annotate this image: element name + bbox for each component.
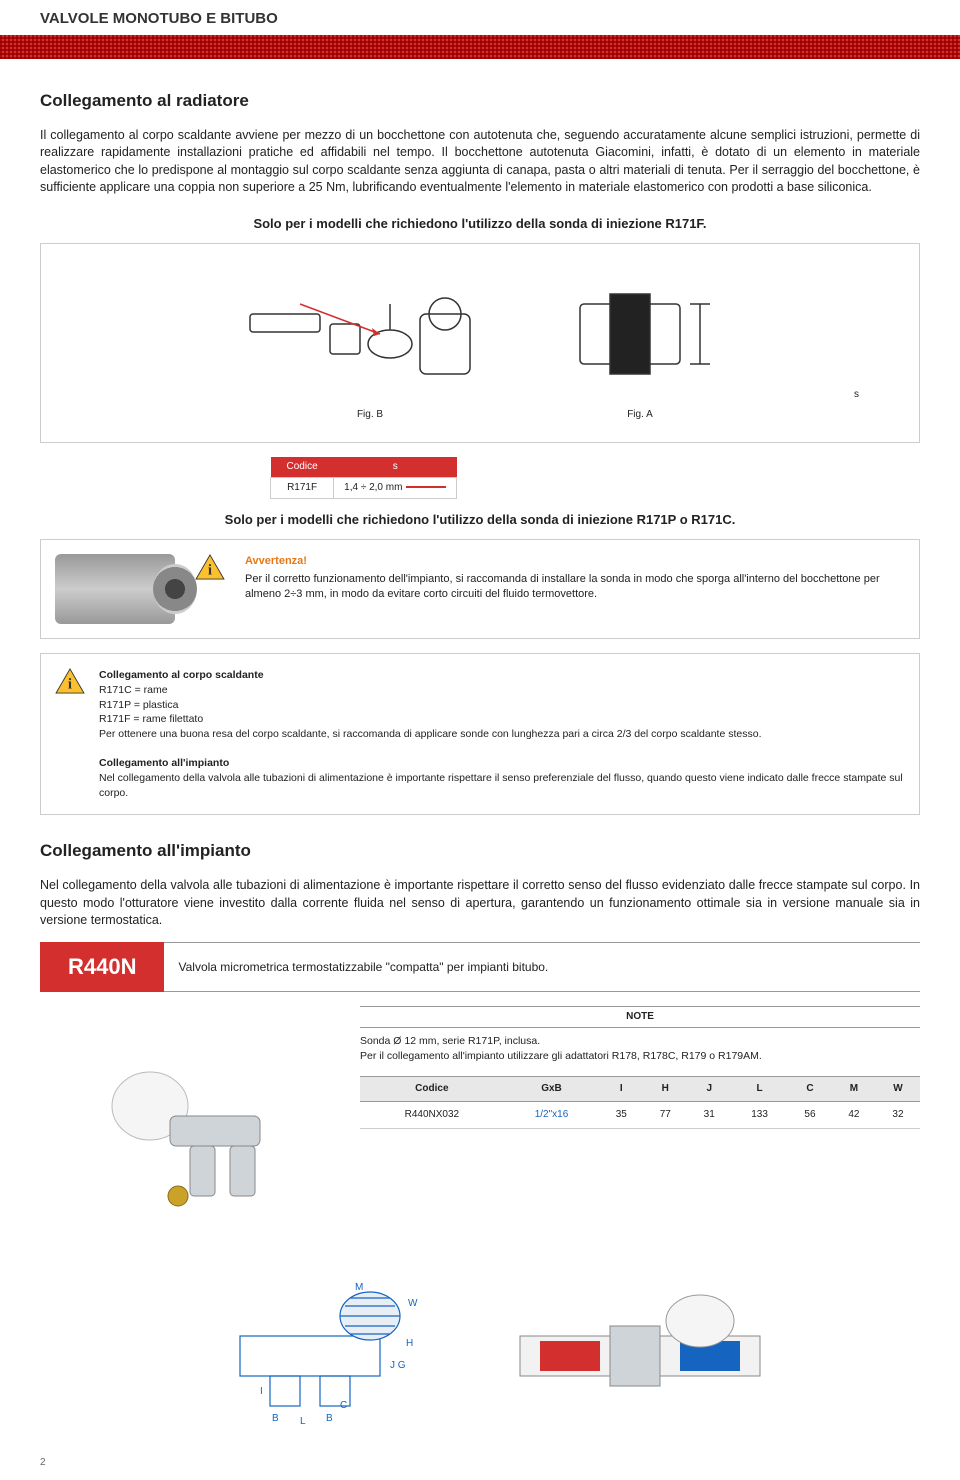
th-s: s: [334, 457, 457, 478]
td-3: 77: [643, 1101, 687, 1128]
section3-title: Collegamento all'impianto: [40, 839, 920, 863]
info-l1: R171C = rame: [99, 684, 168, 696]
info-h2: Collegamento all'impianto: [99, 757, 229, 769]
figure-a: Fig. A: [560, 264, 720, 422]
arrow-icon: [406, 486, 446, 488]
td-1: 1/2"x16: [504, 1101, 600, 1128]
product-photo: [40, 1006, 340, 1266]
svg-text:I: I: [260, 1386, 263, 1397]
info-h1: Collegamento al corpo scaldante: [99, 669, 264, 681]
spec-table: Codice GxB I H J L C M W R440NX032 1/2"x…: [360, 1076, 920, 1129]
th-3: H: [643, 1076, 687, 1101]
page-header: VALVOLE MONOTUBO E BITUBO: [0, 0, 960, 35]
svg-text:J G: J G: [390, 1360, 406, 1371]
th-8: W: [876, 1076, 920, 1101]
td-2: 35: [599, 1101, 643, 1128]
th-6: C: [788, 1076, 832, 1101]
info-box: i Collegamento al corpo scaldante R171C …: [40, 653, 920, 815]
td-8: 32: [876, 1101, 920, 1128]
dimension-drawing-icon: M W HJ G B B I C L: [180, 1276, 460, 1426]
td-code: R171F: [271, 477, 334, 498]
section1-title: Collegamento al radiatore: [40, 89, 920, 113]
info-l5: Nel collegamento della valvola alle tuba…: [99, 772, 903, 799]
th-0: Codice: [360, 1076, 504, 1101]
th-2: I: [599, 1076, 643, 1101]
product-table-wrap: NOTE Sonda Ø 12 mm, serie R171P, inclusa…: [360, 1006, 920, 1266]
th-codice: Codice: [271, 457, 334, 478]
info-l3: R171F = rame filettato: [99, 713, 203, 725]
td-0: R440NX032: [360, 1101, 504, 1128]
s-dimension-label: s: [854, 388, 859, 402]
product-header-bar: R440N Valvola micrometrica termostatizza…: [40, 942, 920, 993]
section1-notice: Solo per i modelli che richiedono l'util…: [40, 215, 920, 233]
td-6: 56: [788, 1101, 832, 1128]
figure-b: Fig. B: [240, 284, 500, 422]
th-5: L: [731, 1076, 788, 1101]
fitting-exploded-icon: [240, 284, 500, 404]
svg-text:W: W: [408, 1298, 418, 1309]
note-body: Sonda Ø 12 mm, serie R171P, inclusa. Per…: [360, 1028, 920, 1075]
td-7: 42: [832, 1101, 876, 1128]
warning-text: Avvertenza! Per il corretto funzionament…: [245, 554, 905, 602]
td-4: 31: [687, 1101, 731, 1128]
note-label: NOTE: [360, 1006, 920, 1028]
probe-photo-placeholder: [55, 554, 175, 624]
svg-text:i: i: [68, 677, 72, 693]
section2-notice: Solo per i modelli che richiedono l'util…: [40, 511, 920, 529]
crosssection-drawing-icon: [500, 1276, 780, 1426]
valve-photo-icon: [90, 1046, 290, 1226]
warning-icon: i: [195, 554, 225, 580]
warning-box: i Avvertenza! Per il corretto funzioname…: [40, 539, 920, 639]
spec-header-row: Codice GxB I H J L C M W: [360, 1076, 920, 1101]
product-description: Valvola micrometrica termostatizzabile "…: [164, 942, 920, 993]
info-l2: R171P = plastica: [99, 699, 178, 711]
spec-data-row: R440NX032 1/2"x16 35 77 31 133 56 42 32: [360, 1101, 920, 1128]
svg-text:i: i: [208, 563, 212, 579]
svg-text:H: H: [406, 1338, 413, 1349]
svg-text:L: L: [300, 1416, 306, 1426]
page-title: VALVOLE MONOTUBO E BITUBO: [40, 8, 920, 29]
svg-text:C: C: [340, 1400, 347, 1411]
page-number: 2: [0, 1446, 960, 1480]
info-text: Collegamento al corpo scaldante R171C = …: [99, 668, 905, 800]
figure-box-1: Fig. B Fig. A s: [40, 243, 920, 443]
th-7: M: [832, 1076, 876, 1101]
th-1: GxB: [504, 1076, 600, 1101]
r171f-table: Codice s R171F 1,4 ÷ 2,0 mm: [270, 457, 457, 499]
technical-drawings: M W HJ G B B I C L: [40, 1276, 920, 1426]
warning-title: Avvertenza!: [245, 554, 905, 569]
warning-body: Per il corretto funzionamento dell'impia…: [245, 573, 880, 600]
fig-b-label: Fig. B: [357, 408, 383, 422]
info-l4: Per ottenere una buona resa del corpo sc…: [99, 728, 762, 740]
section1-paragraph: Il collegamento al corpo scaldante avvie…: [40, 127, 920, 197]
fig-a-label: Fig. A: [627, 408, 653, 422]
svg-text:B: B: [272, 1413, 279, 1424]
svg-text:B: B: [326, 1413, 333, 1424]
section3-paragraph: Nel collegamento della valvola alle tuba…: [40, 877, 920, 930]
td-val: 1,4 ÷ 2,0 mm: [334, 477, 457, 498]
td-5: 133: [731, 1101, 788, 1128]
svg-text:M: M: [355, 1282, 363, 1293]
valve-crosssection-icon: [560, 264, 720, 404]
product-detail-row: NOTE Sonda Ø 12 mm, serie R171P, inclusa…: [40, 1006, 920, 1266]
product-code: R440N: [40, 942, 164, 993]
th-4: J: [687, 1076, 731, 1101]
info-icon: i: [55, 668, 85, 694]
red-pattern-band: [0, 35, 960, 59]
